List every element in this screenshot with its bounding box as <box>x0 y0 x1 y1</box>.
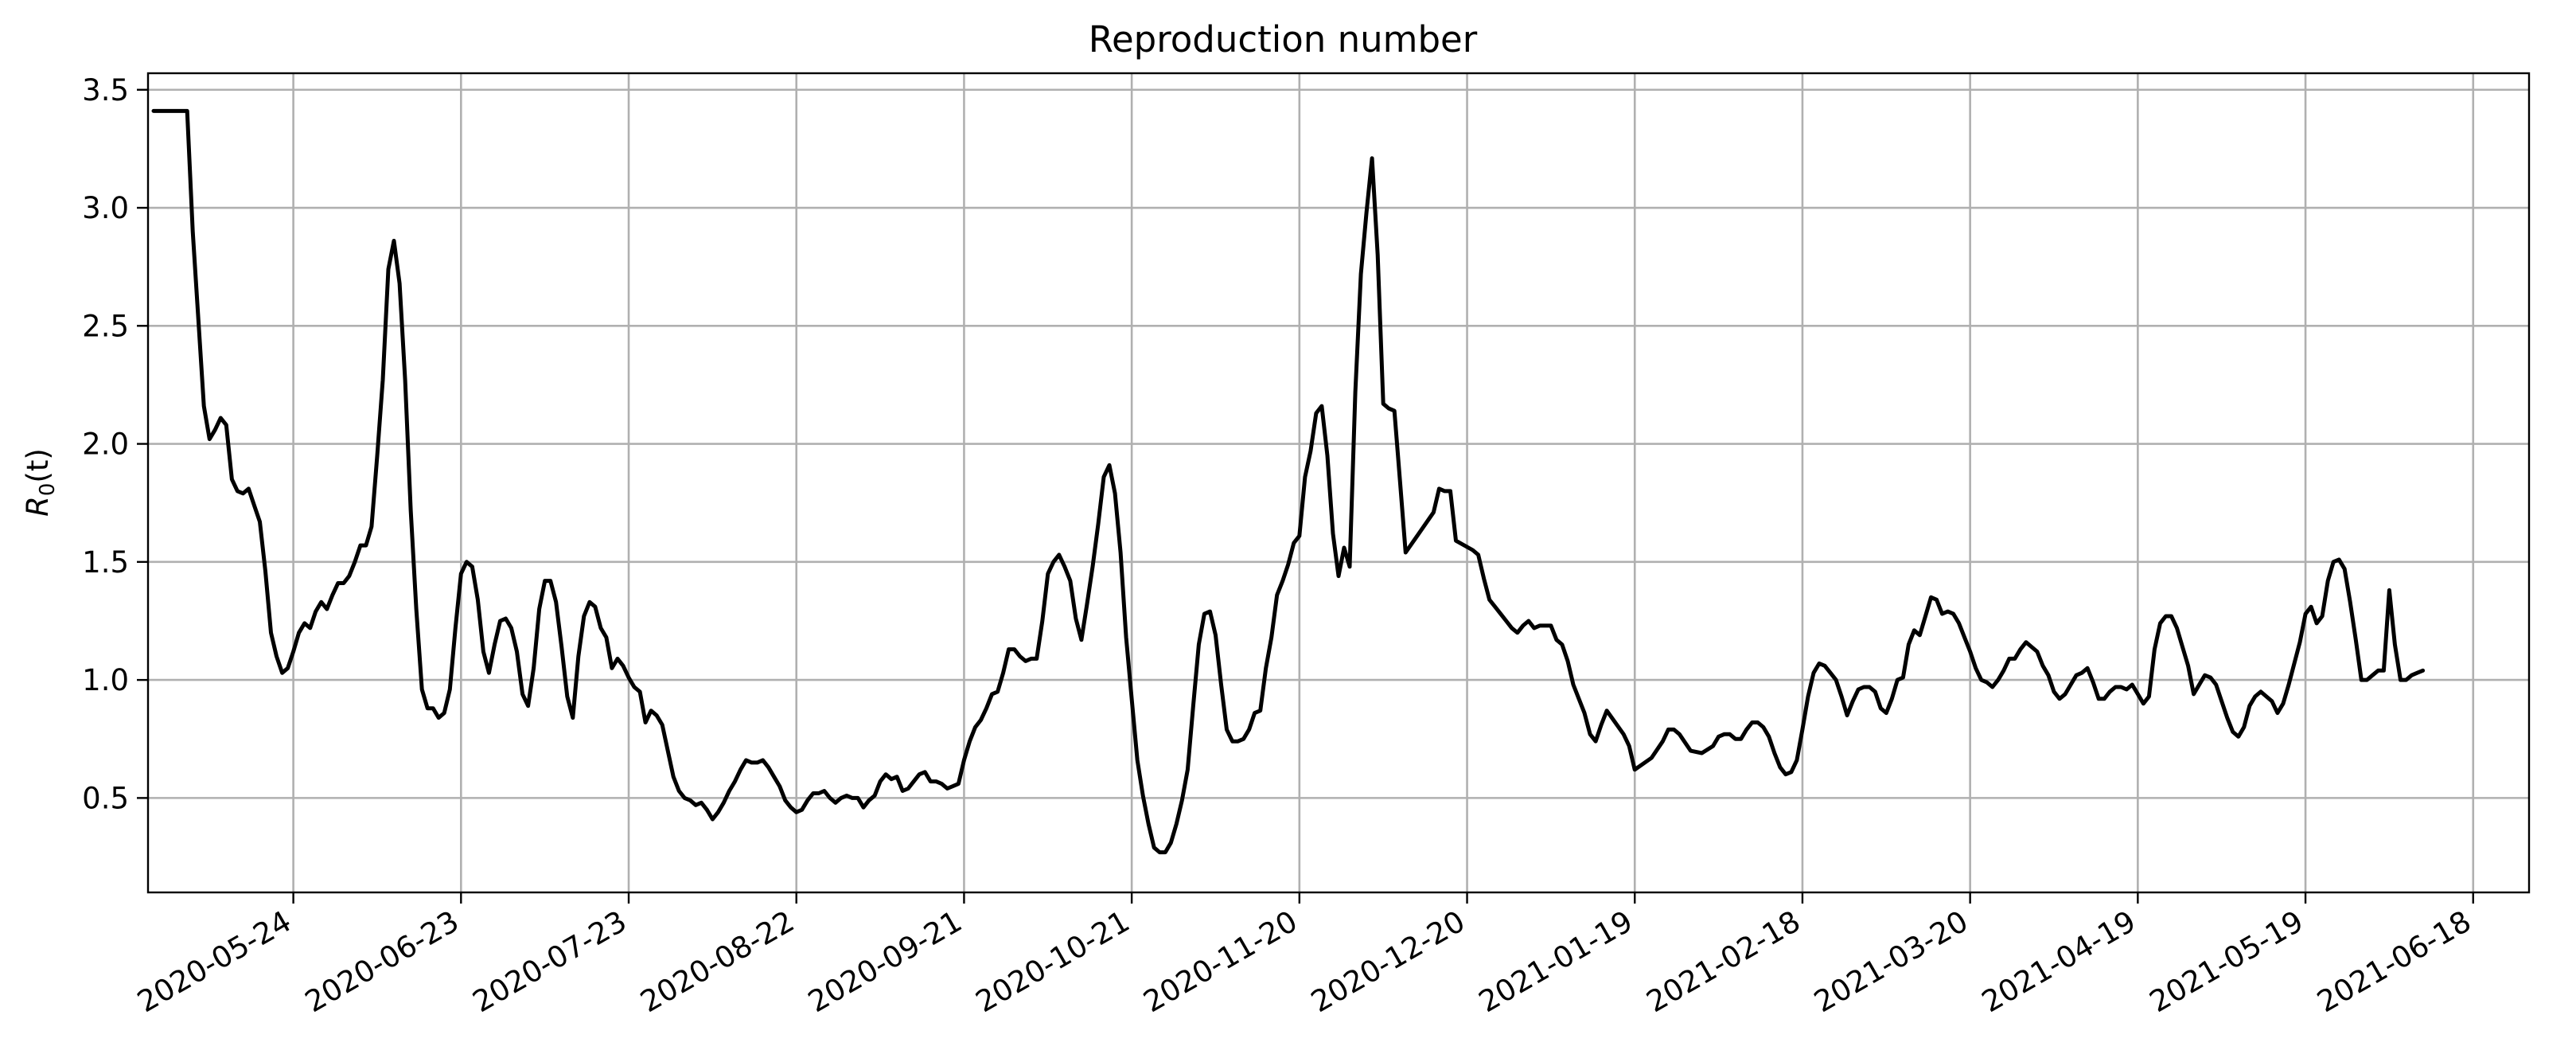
y-tick-label: 2.5 <box>82 309 129 343</box>
y-axis-label: R0(t) <box>21 448 60 517</box>
series-line <box>151 108 2426 855</box>
chart-title: Reproduction number <box>1089 18 1478 61</box>
y-tick-label: 1.5 <box>82 545 129 580</box>
y-axis-label-symbol: R <box>21 496 55 517</box>
plot-frame <box>146 72 2531 894</box>
y-tick-label: 0.5 <box>82 781 129 815</box>
y-tick-label: 2.0 <box>82 427 129 462</box>
y-tick-label: 3.5 <box>82 73 129 107</box>
y-axis: 0.5 1.0 1.5 2.0 2.5 3.0 3.5 <box>82 73 148 815</box>
series-layer <box>151 108 2426 855</box>
y-tick-label: 1.0 <box>82 663 129 697</box>
y-axis-label-argument: (t) <box>21 448 55 482</box>
y-axis-label-subscript: 0 <box>36 483 60 497</box>
y-tick-label: 3.0 <box>82 191 129 225</box>
